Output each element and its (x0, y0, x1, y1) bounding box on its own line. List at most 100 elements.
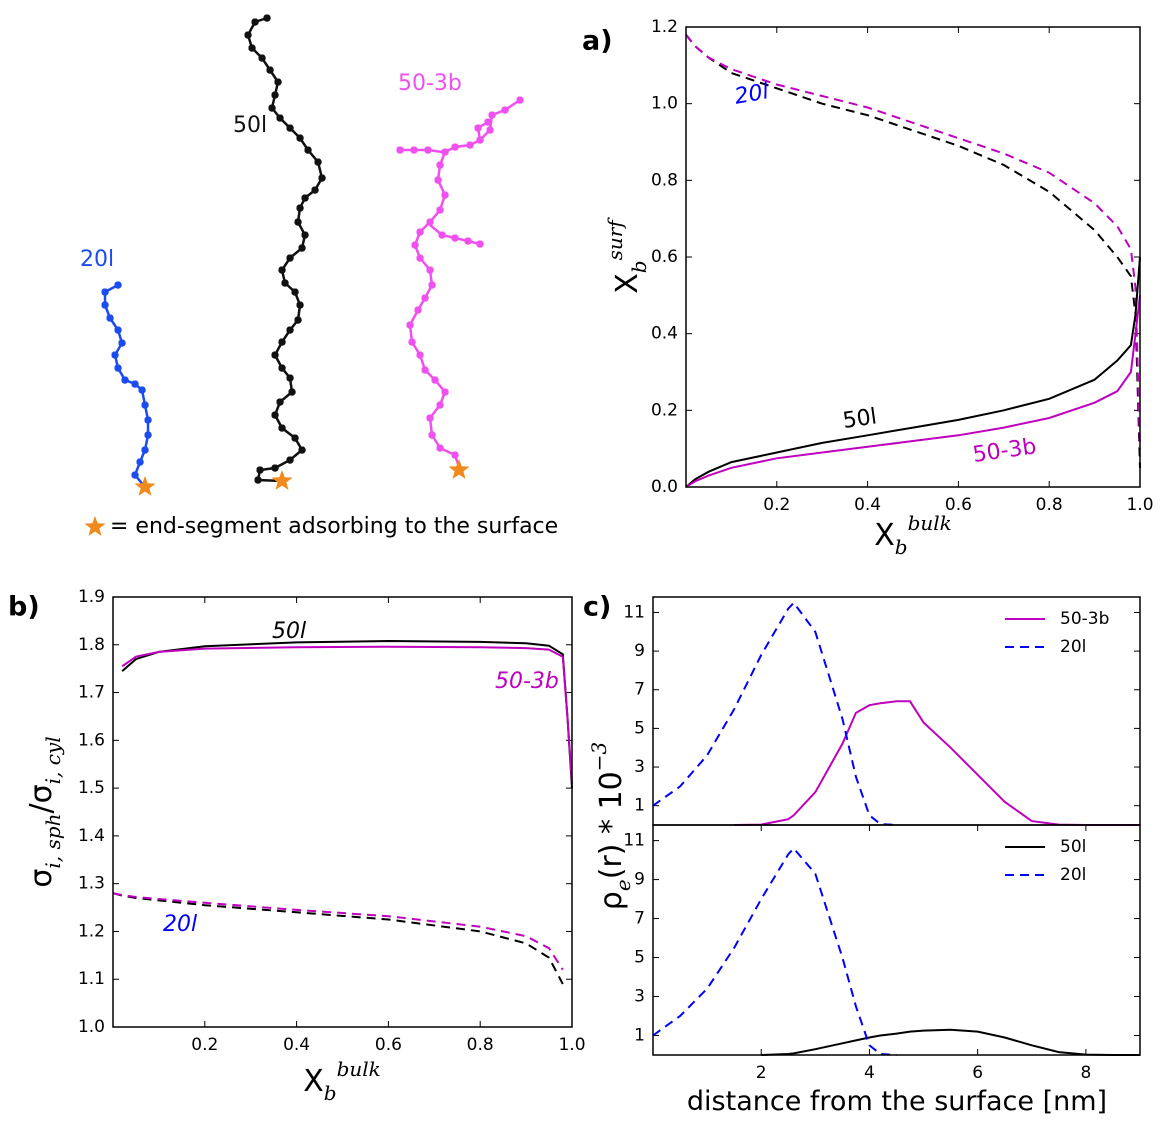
y-tick-label: 0.6 (651, 247, 678, 267)
legend-label: 20l (1060, 637, 1086, 657)
y-tick-label: 1.0 (78, 1017, 105, 1037)
annotation: 50l (841, 404, 878, 434)
line (685, 34, 1141, 468)
y-tick-label: 1.8 (78, 635, 105, 655)
axis-label-part: i, sph (41, 814, 65, 869)
line (121, 639, 573, 789)
axis-label-part: b (895, 535, 908, 559)
legend-label: 20l (1060, 865, 1086, 885)
axis-label: Xbbulk (303, 1057, 381, 1105)
x-tick-label: 0.6 (375, 1035, 402, 1055)
y-tick-label: 1.6 (78, 730, 105, 750)
chain-label: 50-3b (398, 71, 462, 96)
line (685, 256, 1141, 488)
legend-label: 50-3b (1060, 609, 1109, 629)
annotation: 20l (163, 912, 197, 937)
y-tick-label: 5 (634, 718, 645, 738)
y-tick-label: 1.9 (78, 587, 105, 607)
axis-label: Xbbulk (874, 511, 952, 559)
axis-label-part: bulk (337, 1057, 381, 1081)
line (685, 295, 1141, 488)
line (112, 892, 564, 985)
annotation: 50-3b (971, 434, 1038, 468)
axis-label-part: (r) * 10 (594, 771, 629, 879)
line (121, 645, 573, 784)
line (685, 34, 1141, 449)
chain-branch (396, 146, 443, 154)
star (84, 516, 106, 536)
y-tick-label: 1.0 (651, 94, 678, 114)
axis-label-part: /σ (24, 784, 59, 813)
y-tick-label: 11 (623, 831, 645, 851)
axis-label: Xbsurf (603, 217, 651, 294)
x-tick-label: 0.4 (283, 1035, 310, 1055)
x-tick-label: 0.8 (1036, 495, 1063, 515)
axis-label-part: bulk (908, 511, 952, 535)
line (112, 892, 564, 971)
legend-label: 50l (1060, 837, 1086, 857)
axis-label-part: e (611, 879, 635, 891)
line (652, 601, 897, 826)
axis-label-part: X (874, 518, 895, 553)
axis-label: σi, sph/σi, cyl (24, 736, 65, 887)
y-tick-label: 3 (634, 757, 645, 777)
plot-frame (652, 596, 1141, 826)
annotation: 20l (733, 79, 771, 110)
y-tick-label: 5 (634, 948, 645, 968)
schematic: 20l 50l 50-3b = end-segment adsorbing to… (80, 14, 558, 539)
x-tick-label: 6 (972, 1063, 983, 1083)
x-tick-label: 0.2 (763, 495, 790, 515)
axis-label-part: i, cyl (41, 736, 65, 784)
line (734, 700, 1140, 826)
y-tick-label: 1 (634, 1026, 645, 1046)
chain-label: 50l (233, 113, 267, 138)
y-tick-label: 0.0 (651, 477, 678, 497)
panel-label: b) (8, 592, 40, 623)
y-tick-label: 1.5 (78, 778, 105, 798)
x-tick-label: 8 (1080, 1063, 1091, 1083)
plot-frame (652, 824, 1141, 1056)
plot-frame (112, 596, 573, 1028)
chain-50-3b (406, 96, 524, 474)
star (271, 470, 293, 490)
x-tick-label: 2 (756, 1063, 767, 1083)
y-tick-label: 9 (634, 870, 645, 890)
schematic-legend: = end-segment adsorbing to the surface (110, 514, 558, 539)
annotation: 50l (272, 619, 306, 644)
y-tick-label: 1.2 (651, 17, 678, 37)
y-tick-label: 7 (634, 909, 645, 929)
y-tick-label: 3 (634, 987, 645, 1007)
axis-label: ρe(r) * 10−3 (587, 742, 635, 910)
axis-label-part: surf (603, 217, 627, 261)
y-tick-label: 0.8 (651, 170, 678, 190)
y-tick-label: 1.7 (78, 683, 105, 703)
panel-label: a) (582, 26, 613, 57)
axis-label: distance from the surface [nm] (687, 1086, 1107, 1117)
y-tick-label: 11 (623, 602, 645, 622)
chain-branch (474, 118, 492, 141)
panel-label: c) (583, 592, 611, 623)
axis-label-part: −3 (587, 742, 611, 771)
axis-label-part: b (627, 260, 651, 273)
y-tick-label: 1.4 (78, 826, 105, 846)
star (448, 459, 470, 479)
x-tick-label: 0.2 (191, 1035, 218, 1055)
axis-label-part: b (324, 1081, 337, 1105)
chain-label: 20l (80, 247, 114, 272)
axis-label-part: σ (24, 869, 59, 888)
chain-20l (101, 281, 152, 491)
y-tick-label: 1.3 (78, 874, 105, 894)
y-tick-label: 9 (634, 641, 645, 661)
x-tick-label: 0.4 (854, 495, 881, 515)
y-tick-label: 1.1 (78, 969, 105, 989)
axis-label-part: distance from the surface [nm] (687, 1086, 1107, 1117)
line (761, 1028, 1140, 1056)
star (134, 476, 156, 496)
axis-label-part: X (610, 273, 645, 294)
x-tick-label: 4 (864, 1063, 875, 1083)
chain-50l (244, 14, 326, 485)
x-tick-label: 0.8 (467, 1035, 494, 1055)
y-tick-label: 0.4 (651, 324, 678, 344)
x-tick-label: 1.0 (558, 1035, 585, 1055)
